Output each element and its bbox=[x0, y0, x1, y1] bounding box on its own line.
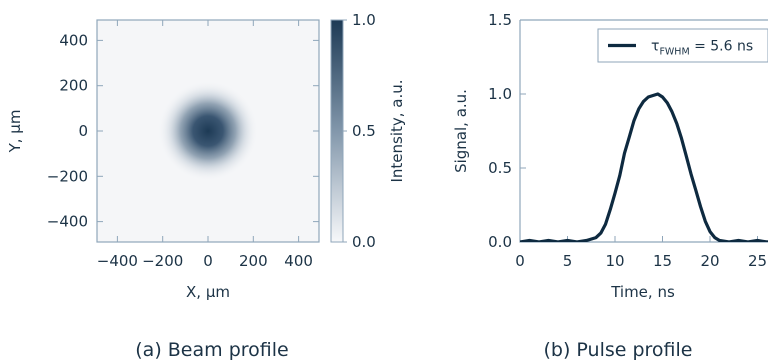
pulse-x-ticks: 0 5 10 15 20 25 bbox=[515, 236, 767, 270]
pulse-series-line bbox=[520, 92, 768, 242]
heatmap-y-tick-label: 400 bbox=[59, 31, 88, 49]
pulse-x-tick-label: 15 bbox=[653, 252, 672, 270]
heatmap-x-tick-label: 0 bbox=[203, 252, 213, 270]
colorbar bbox=[330, 19, 344, 243]
heatmap-y-ticks: 400 200 0 −200 −400 bbox=[47, 31, 319, 231]
colorbar-tick-label: 0.0 bbox=[352, 233, 376, 251]
colorbar-tick-label: 1.0 bbox=[352, 11, 376, 29]
pulse-profile-panel: 0 5 10 15 20 25 1.5 1.0 0.5 0.0 τFWHM = 5.6 ns T… bbox=[452, 11, 768, 361]
pulse-x-tick-label: 25 bbox=[748, 252, 767, 270]
pulse-y-tick-label: 0.5 bbox=[488, 159, 512, 177]
pulse-legend: τFWHM = 5.6 ns bbox=[597, 28, 768, 63]
heatmap-x-tick-label: −200 bbox=[142, 252, 183, 270]
heatmap-x-tick-label: −400 bbox=[97, 252, 138, 270]
colorbar-label: Intensity, a.u. bbox=[388, 79, 406, 182]
caption-a: (a) Beam profile bbox=[135, 339, 288, 361]
pulse-y-tick-label: 1.0 bbox=[488, 85, 512, 103]
heatmap-x-axis-label: X, µm bbox=[186, 283, 230, 301]
pulse-y-axis-label: Signal, a.u. bbox=[452, 89, 470, 173]
heatmap-y-tick-label: 0 bbox=[78, 122, 88, 140]
legend-entry: τFWHM = 5.6 ns bbox=[651, 39, 753, 58]
heatmap-y-tick-label: −200 bbox=[47, 167, 88, 185]
heatmap-x-ticks: −400 −200 0 200 400 bbox=[97, 20, 313, 270]
pulse-x-axis-label: Time, ns bbox=[610, 283, 675, 301]
pulse-x-tick-label: 0 bbox=[515, 252, 525, 270]
pulse-x-tick-label: 5 bbox=[563, 252, 573, 270]
heatmap-x-tick-label: 200 bbox=[239, 252, 268, 270]
heatmap-y-tick-label: −400 bbox=[47, 213, 88, 231]
pulse-x-tick-label: 20 bbox=[700, 252, 719, 270]
colorbar-tick-label: 0.5 bbox=[352, 122, 376, 140]
heatmap-y-tick-label: 200 bbox=[59, 77, 88, 95]
pulse-y-tick-label: 1.5 bbox=[488, 11, 512, 29]
caption-b: (b) Pulse profile bbox=[543, 339, 692, 361]
pulse-y-tick-label: 0.0 bbox=[488, 233, 512, 251]
heatmap-y-axis-label: Y, µm bbox=[6, 110, 24, 154]
pulse-y-ticks: 1.5 1.0 0.5 0.0 bbox=[488, 11, 526, 251]
pulse-x-tick-label: 10 bbox=[605, 252, 624, 270]
colorbar-ticks: 1.0 0.5 0.0 bbox=[343, 11, 376, 251]
heatmap-x-tick-label: 400 bbox=[284, 252, 313, 270]
beam-spot bbox=[158, 81, 258, 181]
